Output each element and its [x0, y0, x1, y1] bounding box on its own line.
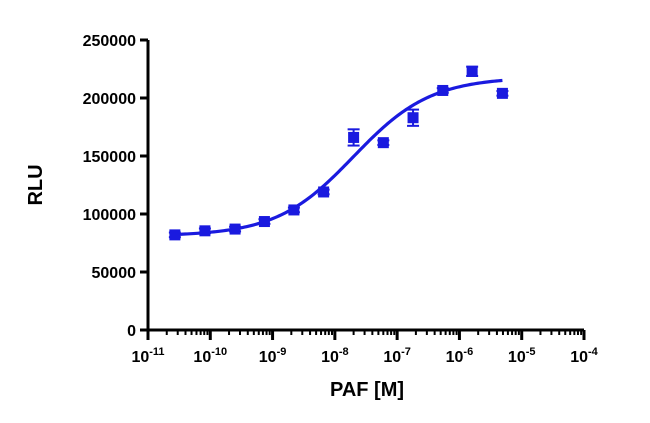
x-tick-label: 10-10: [193, 346, 227, 366]
point-marker: [318, 186, 330, 198]
data-point: [436, 84, 449, 96]
point-marker: [258, 216, 270, 228]
y-tick-label: 150000: [83, 149, 136, 166]
point-marker: [288, 204, 300, 216]
y-tick-label: 200000: [83, 91, 136, 108]
x-tick-label: 10-5: [508, 346, 536, 366]
y-tick-label: 50000: [92, 265, 137, 282]
y-axis-title: RLU: [25, 164, 47, 205]
x-tick-label: 10-8: [321, 346, 349, 366]
data-points: [168, 65, 509, 241]
data-point: [347, 128, 360, 147]
point-marker: [229, 223, 241, 235]
x-tick-label: 10-6: [446, 346, 474, 366]
x-tick-label: 10-9: [259, 346, 287, 366]
x-axis: 10-11 10-10 10-9 10-8 10-7 10-6 10-5 10-4: [131, 328, 599, 366]
data-point: [377, 137, 390, 149]
x-tick-label: 10-11: [131, 346, 164, 366]
data-point: [496, 87, 509, 99]
y-tick-label: 100000: [83, 207, 136, 224]
x-tick-label: 10-4: [570, 346, 598, 366]
data-point: [198, 225, 211, 237]
fit-curve: [174, 78, 503, 237]
y-tick-label: 250000: [83, 33, 136, 50]
point-marker: [199, 225, 211, 237]
point-marker: [496, 87, 508, 99]
data-point: [466, 65, 479, 77]
point-marker: [348, 131, 360, 143]
data-point: [168, 229, 181, 241]
x-axis-title: PAF [M]: [330, 379, 404, 401]
data-point: [407, 108, 420, 127]
data-point: [258, 216, 271, 228]
point-marker: [377, 137, 389, 149]
data-point: [229, 223, 242, 235]
y-axis: 0 50000 100000 150000 200000 250000: [83, 33, 150, 340]
point-marker: [169, 229, 181, 241]
point-marker: [437, 84, 449, 96]
y-tick-label: 0: [127, 323, 136, 340]
x-tick-label: 10-7: [383, 346, 411, 366]
point-marker: [466, 65, 478, 77]
data-point: [287, 204, 300, 216]
fit-curve-group: [174, 78, 503, 237]
point-marker: [407, 112, 419, 124]
data-point: [317, 186, 330, 198]
